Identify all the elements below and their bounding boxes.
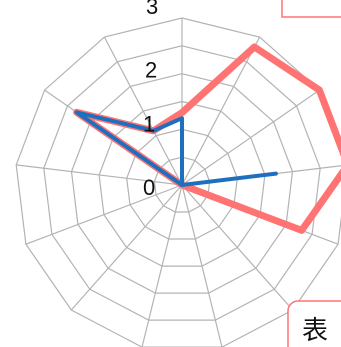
grid-spoke-10 (25, 184, 183, 245)
radar-series (73, 43, 341, 234)
series-line-2 (74, 110, 278, 187)
grid-spoke-3 (181, 89, 320, 186)
grid-spoke-7 (181, 184, 223, 347)
grid-ring-3 (98, 100, 266, 267)
legend: 表 (287, 300, 341, 347)
tick-label-1: 1 (143, 111, 155, 136)
grid-ring-5 (43, 45, 321, 321)
grid-spoke-13 (103, 36, 183, 186)
tick-label-3: 3 (146, 0, 158, 19)
grid-spoke-2 (181, 36, 261, 186)
grid-spoke-8 (141, 184, 183, 347)
top-right-frame (281, 0, 341, 18)
radar-tick-labels: 0 1 2 3 (143, 0, 158, 200)
grid-ring-4 (70, 73, 294, 294)
tick-label-0: 0 (143, 175, 155, 200)
grid-spoke-6 (181, 184, 294, 311)
tick-label-2: 2 (145, 58, 157, 83)
legend-text: 表 (302, 316, 328, 346)
grid-spoke-11 (16, 164, 183, 186)
grid-spoke-9 (70, 184, 183, 311)
legend-box (287, 300, 341, 347)
grid-ring-2 (126, 128, 238, 240)
